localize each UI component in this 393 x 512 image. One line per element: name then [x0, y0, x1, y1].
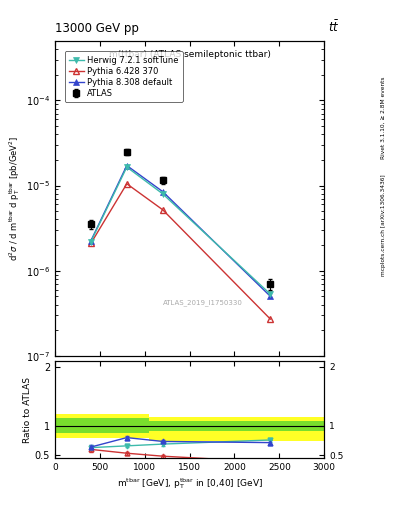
Pythia 6.428 370 [160, 207, 165, 213]
Pythia 6.428 370 [268, 316, 273, 322]
Text: m(ttbar) (ATLAS semileptonic ttbar): m(ttbar) (ATLAS semileptonic ttbar) [109, 50, 270, 59]
Pythia 8.308 default [160, 188, 165, 195]
Text: ATLAS_2019_I1750330: ATLAS_2019_I1750330 [163, 299, 243, 306]
Y-axis label: Ratio to ATLAS: Ratio to ATLAS [23, 377, 32, 442]
Pythia 6.428 370 [125, 181, 129, 187]
Pythia 6.428 370 [88, 240, 93, 246]
Text: 13000 GeV pp: 13000 GeV pp [55, 22, 139, 35]
Pythia 8.308 default [268, 293, 273, 300]
Herwig 7.2.1 softTune [125, 164, 129, 170]
Line: Herwig 7.2.1 softTune: Herwig 7.2.1 softTune [88, 164, 274, 297]
Legend: Herwig 7.2.1 softTune, Pythia 6.428 370, Pythia 8.308 default, ATLAS: Herwig 7.2.1 softTune, Pythia 6.428 370,… [64, 51, 183, 102]
Y-axis label: d$^2\sigma$ / d m$^{\rm tbar}$ d p$_{\rm T}^{\rm tbar}$ [pb/GeV$^2$]: d$^2\sigma$ / d m$^{\rm tbar}$ d p$_{\rm… [7, 136, 22, 261]
Herwig 7.2.1 softTune [268, 291, 273, 297]
Herwig 7.2.1 softTune [160, 191, 165, 197]
Line: Pythia 6.428 370: Pythia 6.428 370 [88, 181, 274, 322]
Herwig 7.2.1 softTune [88, 239, 93, 245]
Text: mcplots.cern.ch [arXiv:1306.3436]: mcplots.cern.ch [arXiv:1306.3436] [381, 175, 386, 276]
X-axis label: m$^{\rm tbar}$ [GeV], p$_{\rm T}^{\rm tbar}$ in [0,40] [GeV]: m$^{\rm tbar}$ [GeV], p$_{\rm T}^{\rm tb… [117, 476, 263, 491]
Text: Rivet 3.1.10, ≥ 2.8M events: Rivet 3.1.10, ≥ 2.8M events [381, 76, 386, 159]
Pythia 8.308 default [125, 162, 129, 168]
Text: $t\bar{t}$: $t\bar{t}$ [328, 19, 340, 35]
Pythia 8.308 default [88, 238, 93, 244]
Line: Pythia 8.308 default: Pythia 8.308 default [88, 162, 274, 300]
